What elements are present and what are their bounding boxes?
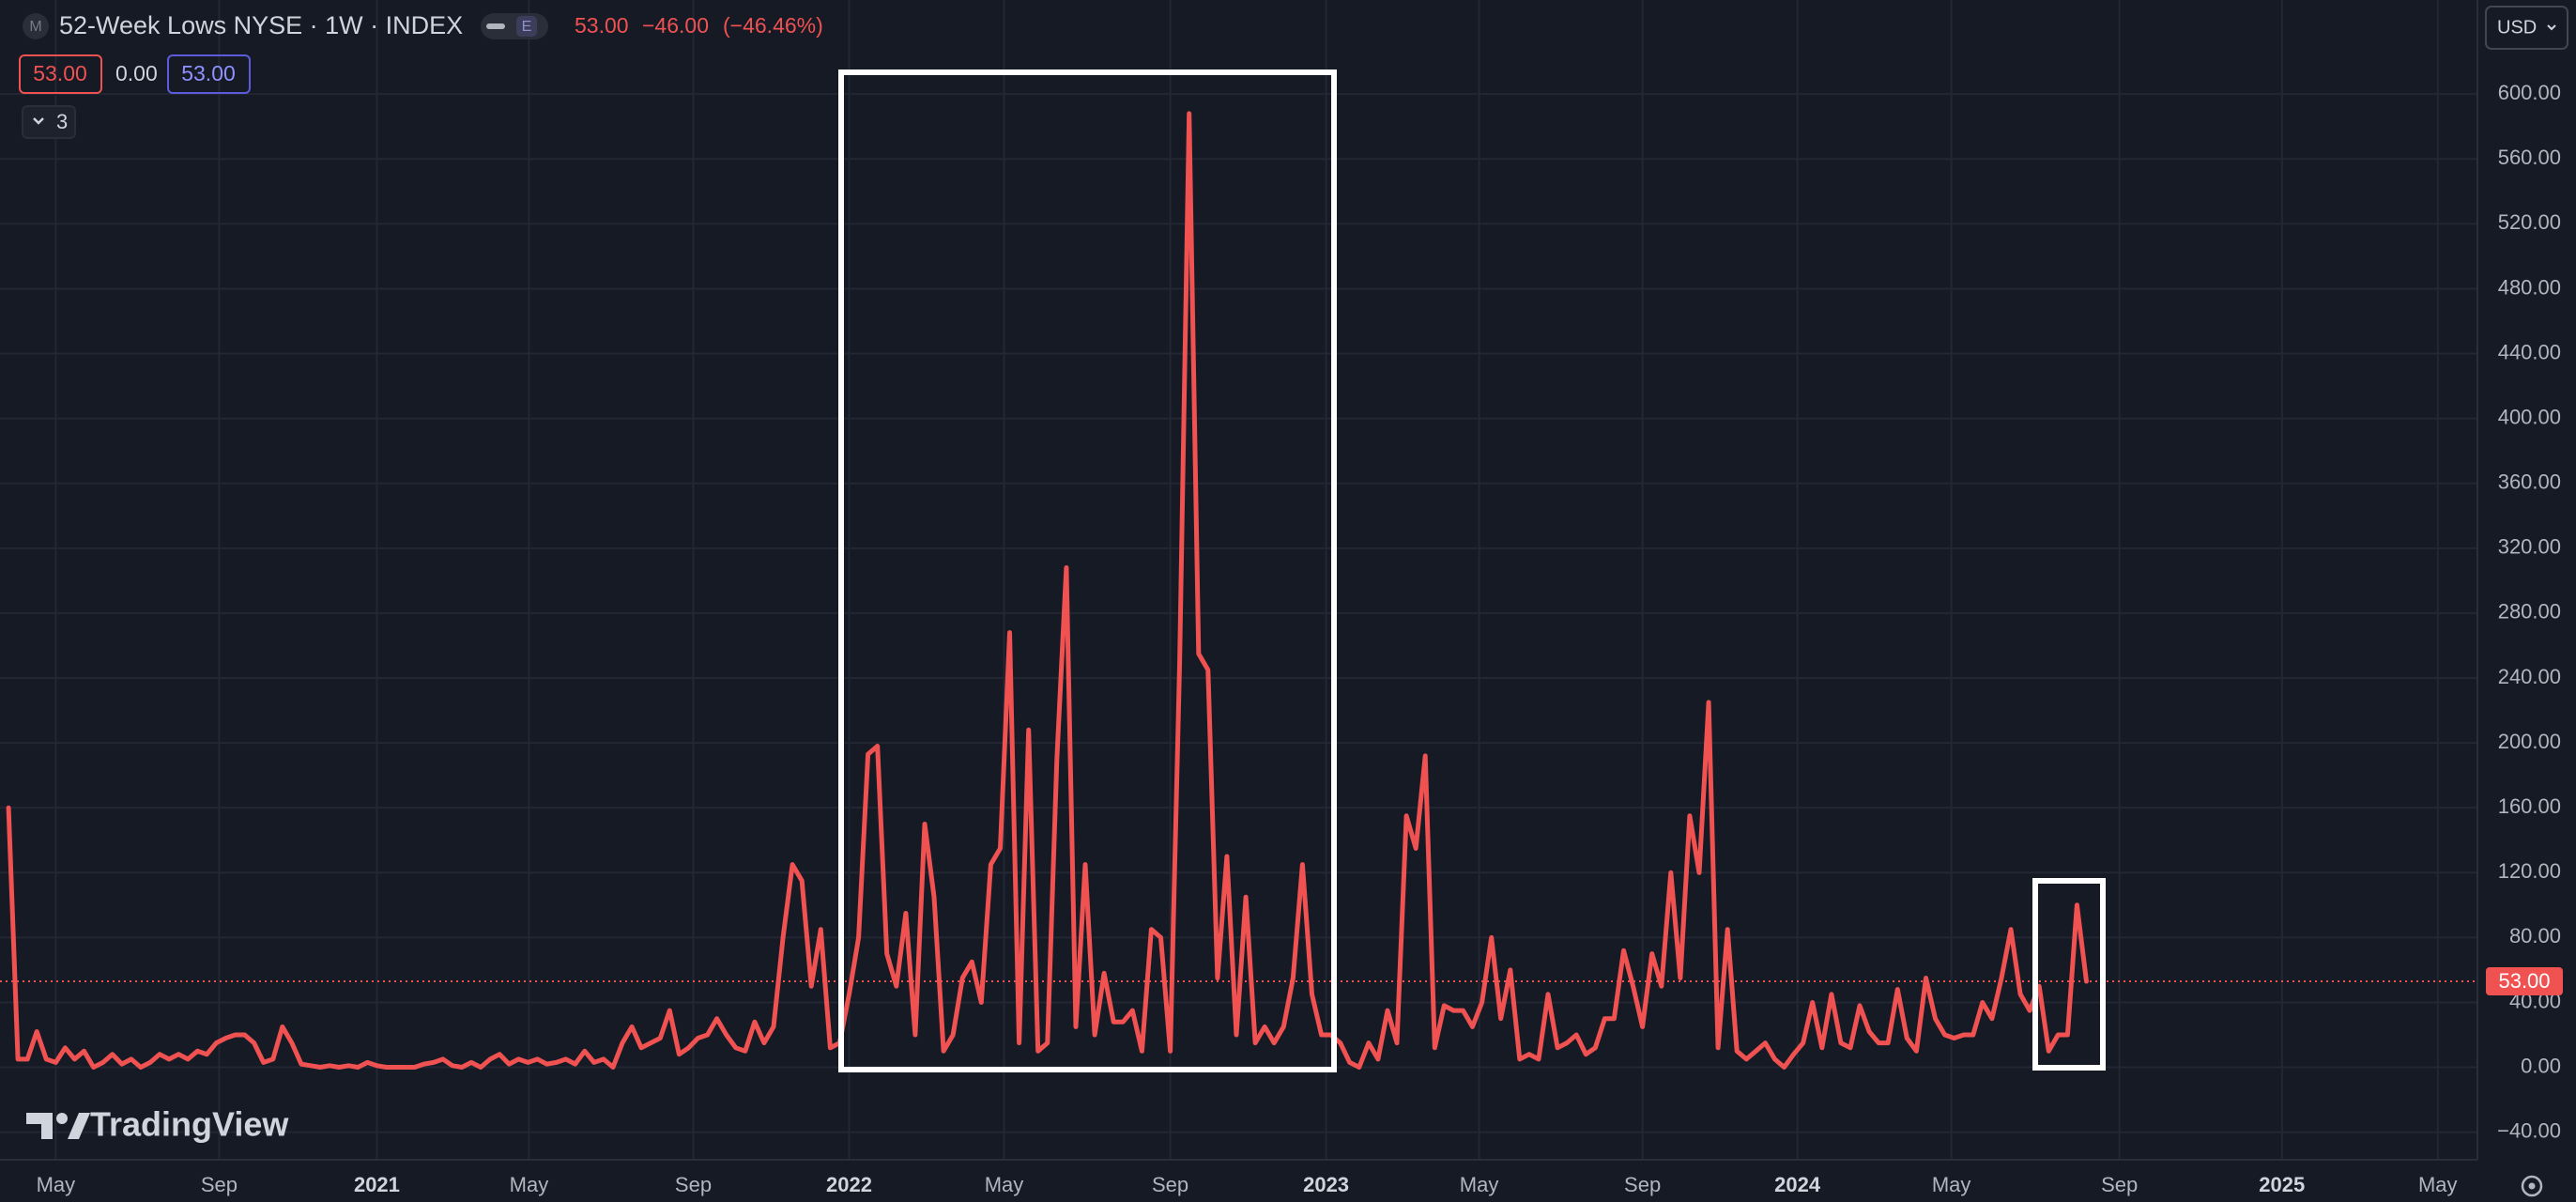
- legend-value: 53.00: [181, 61, 236, 85]
- settings-icon[interactable]: [2521, 1175, 2543, 1197]
- x-tick-label: May: [1460, 1173, 1499, 1196]
- y-tick-label: 0.00: [2521, 1054, 2561, 1077]
- y-tick-label: 400.00: [2498, 405, 2561, 428]
- toggle-knob: [486, 23, 505, 29]
- logo-shape: [26, 1113, 53, 1139]
- price-label-box: [2486, 967, 2563, 995]
- y-tick-label: 560.00: [2498, 146, 2561, 169]
- x-tick-label: 2023: [1303, 1173, 1349, 1196]
- x-tick-label: 2022: [826, 1173, 872, 1196]
- legend-box: [19, 54, 102, 94]
- y-tick-label: 160.00: [2498, 794, 2561, 818]
- last-price: 53.00: [575, 13, 629, 38]
- symbol-title[interactable]: 52-Week Lows NYSE · 1W · INDEX: [59, 11, 463, 39]
- y-tick-label: −40.00: [2497, 1118, 2561, 1142]
- y-tick-label: 480.00: [2498, 275, 2561, 299]
- price-change: −46.00: [642, 13, 709, 38]
- x-tick-label: Sep: [2101, 1173, 2138, 1196]
- y-tick-label: 360.00: [2498, 470, 2561, 494]
- highlight-box: [2032, 878, 2106, 1071]
- price-change-pct: (−46.46%): [723, 13, 823, 38]
- x-tick-label: May: [1932, 1173, 1971, 1196]
- y-tick-label: 200.00: [2498, 730, 2561, 753]
- x-tick-label: May: [2418, 1173, 2458, 1196]
- brand: TradingView: [90, 1105, 289, 1144]
- x-tick-label: 2024: [1774, 1173, 1821, 1196]
- event-icon: [516, 16, 537, 37]
- exchange-badge: M: [29, 19, 41, 35]
- y-tick-label: 80.00: [2509, 924, 2561, 948]
- x-tick-label: Sep: [1624, 1173, 1661, 1196]
- y-tick-label: 600.00: [2498, 81, 2561, 104]
- logo-shape: [68, 1113, 90, 1139]
- x-tick-label: May: [510, 1173, 549, 1196]
- y-tick-label: 280.00: [2498, 600, 2561, 624]
- x-tick-label: May: [37, 1173, 76, 1196]
- chevron-icon: [2547, 24, 2556, 31]
- plot: [0, 111, 2477, 1070]
- currency: USD: [2497, 17, 2537, 38]
- x-tick-label: Sep: [1152, 1173, 1188, 1196]
- legend-value: 0.00: [115, 61, 158, 85]
- brand-logo: [26, 1113, 90, 1139]
- axes: −40.000.0040.0080.00120.00160.00200.0024…: [37, 81, 2563, 1196]
- indicators-count: 3: [56, 110, 68, 133]
- y-tick-label: 440.00: [2498, 340, 2561, 363]
- collapse-button[interactable]: [22, 105, 76, 139]
- legend-value: 53.00: [33, 61, 87, 85]
- exchange-icon: [23, 13, 49, 39]
- series-line: [6, 111, 2089, 1070]
- x-tick-label: Sep: [201, 1173, 238, 1196]
- y-tick-label: 320.00: [2498, 535, 2561, 559]
- y-tick-label: 520.00: [2498, 210, 2561, 234]
- y-tick-label: 240.00: [2498, 665, 2561, 688]
- settings-icon-center: [2528, 1182, 2536, 1190]
- y-tick-label: 120.00: [2498, 859, 2561, 883]
- logo-shape: [56, 1113, 68, 1124]
- legend-box: [167, 54, 251, 94]
- x-tick-label: Sep: [675, 1173, 712, 1196]
- grid: [0, 0, 2477, 1160]
- x-tick-label: 2025: [2259, 1173, 2305, 1196]
- currency-button[interactable]: [2485, 6, 2568, 50]
- price-label: 53.00: [2498, 969, 2550, 993]
- x-tick-label: May: [985, 1173, 1024, 1196]
- event-badge: E: [522, 19, 532, 35]
- x-tick-label: 2021: [354, 1173, 400, 1196]
- chevron-icon: [33, 117, 44, 125]
- highlight-box: [838, 69, 1337, 1072]
